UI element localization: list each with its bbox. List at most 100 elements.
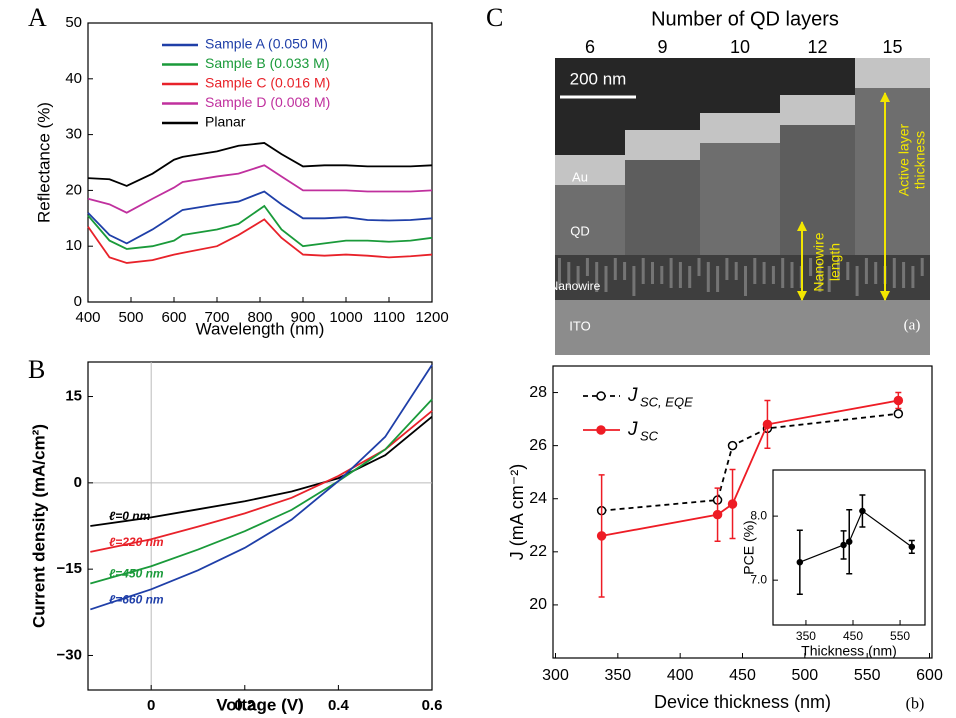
x-tick-label: 0.4 [328,697,350,714]
panel-label: C [486,3,503,32]
nanowire [632,266,636,296]
legend-label: Sample D (0.008 M) [205,94,330,110]
qd-layer [700,143,780,255]
qd-layer [855,88,930,255]
x-tick-label: 450 [729,667,756,684]
nanowire [744,266,747,296]
x-axis-label: Wavelength (nm) [196,319,325,338]
y-tick-label: −15 [57,560,82,577]
x-axis-label: Thickness (nm) [801,643,897,659]
marker [762,419,773,430]
x-tick-label: 450 [843,629,863,643]
marker [727,440,738,451]
marker [893,395,904,406]
arrow-label: thickness [912,131,928,189]
x-axis-label: Voltage (V) [216,695,304,714]
curve-label: ℓ=660 nm [109,593,164,607]
x-tick-label: 400 [667,667,694,684]
marker [845,538,853,545]
x-tick-label: 350 [796,629,816,643]
series-line [90,398,433,585]
y-tick-label: 0 [74,293,82,310]
ito-layer [555,300,930,355]
nanowire [651,262,654,284]
x-tick-label: 1000 [329,309,362,326]
x-tick-label: 550 [854,667,881,684]
legend-label: Sample A (0.050 M) [205,36,328,52]
y-axis-label: PCE (%) [741,520,757,574]
nanowire [771,266,775,284]
marker [893,409,904,419]
nanowire [874,262,878,284]
au-layer [780,95,855,125]
sem-image [555,58,930,355]
series-line [87,142,433,187]
curve-label: ℓ=0 nm [109,509,151,523]
qd-layer [780,125,855,255]
x-tick-label: 500 [118,309,143,326]
nanowire [818,262,822,292]
qd-layer [625,160,700,255]
marker [840,541,847,549]
y-tick-label: 30 [65,126,82,143]
nanowire [585,258,589,276]
image-annotation: (a) [904,317,921,333]
marker [859,507,866,515]
nanowire [725,258,729,280]
nanowire [688,266,692,288]
x-tick-label: 900 [290,309,315,326]
panel-label: A [28,3,47,32]
legend-label: Sample C (0.016 M) [205,75,330,91]
y-tick-label: 20 [529,596,547,613]
nanowire [558,258,561,288]
nanowire [902,262,906,288]
layer-label: Au [572,169,588,184]
nanowire [753,258,757,284]
nanowire [678,262,682,288]
x-tick-label: 300 [542,667,569,684]
nanowire [576,266,580,288]
marker [596,531,607,541]
column-label: 6 [585,37,595,57]
nanowire [604,266,608,292]
nanowire [734,262,738,280]
au-layer [555,155,625,185]
nanowire [716,266,720,292]
nanowire [809,258,813,276]
legend-marker [596,425,606,435]
y-tick-label: 10 [65,237,82,254]
series-line [90,364,433,611]
y-axis-label: Current density (mA/cm²) [29,424,48,628]
legend-marker [596,391,606,401]
scale-bar-label: 200 nm [570,69,627,88]
nanowire [846,262,850,280]
nanowire [827,266,831,292]
y-tick-label: 24 [529,490,547,507]
arrow-label: Nanowire [811,232,827,291]
x-axis-label: Device thickness (nm) [654,692,831,712]
au-layer [855,58,930,88]
annotation: (b) [906,696,925,713]
nanowire [613,258,617,280]
nanowire [837,258,840,280]
nanowire [762,262,766,284]
legend-label: J [627,385,638,406]
column-label: 12 [807,37,827,57]
x-tick-label: 0.6 [422,697,443,714]
series-line [87,190,433,245]
x-tick-label: 600 [161,309,186,326]
nanowire [697,258,701,276]
nanowire [595,262,599,292]
legend-label: Planar [205,114,246,130]
plot-frame [87,361,433,691]
nanowire [567,262,571,288]
au-layer [700,113,780,143]
column-label: 15 [882,37,902,57]
marker [727,499,738,509]
au-layer [625,130,700,160]
nanowire [669,258,673,288]
x-tick-label: 500 [791,667,818,684]
series-line [87,218,433,264]
y-tick-label: 0 [74,474,82,491]
